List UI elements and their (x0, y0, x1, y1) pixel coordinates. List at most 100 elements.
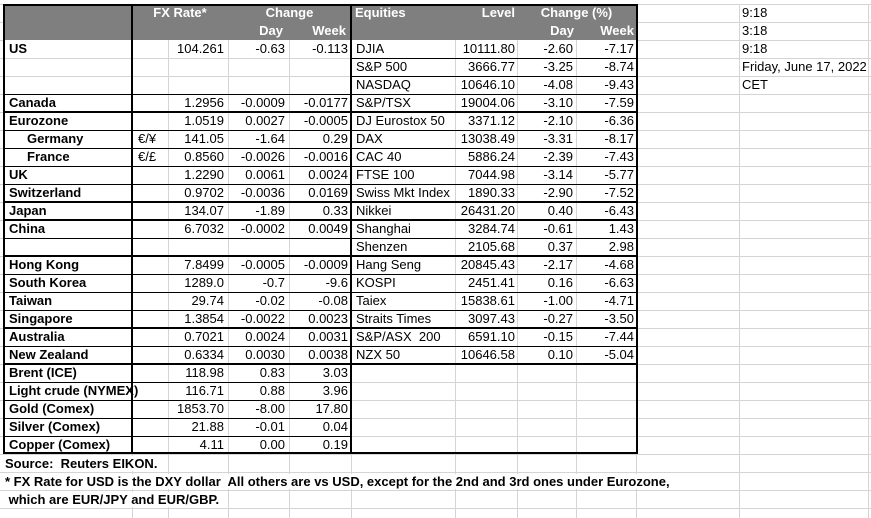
fx-day-change-cell[interactable]: -0.0026 (240, 149, 285, 164)
equity-index-label[interactable]: FTSE 100 (356, 167, 415, 182)
fx-week-change-cell[interactable]: -9.6 (325, 275, 348, 290)
equity-day-change-cell[interactable] (517, 436, 576, 454)
equity-index-label[interactable]: DAX (356, 131, 383, 146)
fx-day-change-cell[interactable]: 0.0027 (245, 113, 285, 128)
equity-week-change-cell[interactable]: -7.52 (604, 185, 634, 200)
fx-rate-cell[interactable]: 116.71 (185, 383, 224, 398)
fx-row-label[interactable]: Gold (Comex) (9, 401, 95, 416)
fx-currency-pair-marker[interactable] (136, 184, 166, 202)
equity-week-change-cell[interactable] (576, 364, 636, 382)
fx-week-change-cell[interactable]: 0.0024 (308, 167, 348, 182)
fx-week-change-cell[interactable]: 0.0023 (308, 311, 348, 326)
fx-row-label[interactable]: Light crude (NYMEX) (9, 383, 139, 398)
equity-index-label[interactable]: Swiss Mkt Index (356, 185, 450, 200)
equity-level-cell[interactable]: 5886.24 (468, 149, 515, 164)
fx-week-change-cell[interactable] (289, 58, 351, 76)
fx-day-change-cell[interactable]: -1.89 (255, 203, 285, 218)
fx-row-label[interactable]: Hong Kong (9, 257, 80, 272)
fx-rate-cell[interactable]: 1.2956 (184, 95, 224, 110)
fx-row-label[interactable]: Copper (Comex) (9, 437, 111, 452)
fx-row-label[interactable]: China (9, 221, 46, 236)
fx-week-change-cell[interactable]: 0.29 (322, 131, 348, 146)
fx-week-change-cell[interactable]: 0.19 (322, 437, 348, 452)
fx-week-change-cell[interactable]: 17.80 (315, 401, 348, 416)
equity-index-label[interactable] (352, 436, 454, 454)
equity-level-cell[interactable]: 13038.49 (460, 131, 515, 146)
fx-rate-cell[interactable]: 0.7021 (184, 329, 224, 344)
equity-day-change-cell[interactable] (517, 382, 576, 400)
fx-row-label[interactable]: UK (9, 167, 28, 182)
fx-currency-pair-marker[interactable]: €/£ (138, 149, 157, 164)
equity-week-change-cell[interactable]: -7.43 (604, 149, 634, 164)
fx-rate-cell[interactable]: 6.7032 (184, 221, 224, 236)
fx-currency-pair-marker[interactable] (136, 94, 166, 112)
time-cell-3[interactable]: 9:18 (742, 41, 768, 57)
equity-index-label[interactable]: CAC 40 (356, 149, 402, 164)
fx-row-label[interactable] (6, 238, 130, 256)
equity-week-change-cell[interactable]: -8.74 (604, 59, 634, 74)
fx-row-label[interactable]: Canada (9, 95, 56, 110)
equity-level-cell[interactable]: 3666.77 (468, 59, 515, 74)
fx-day-change-cell[interactable]: -0.0022 (240, 311, 285, 326)
equity-week-change-cell[interactable]: -4.68 (604, 257, 634, 272)
fx-footnote-line1[interactable]: * FX Rate for USD is the DXY dollar All … (5, 474, 673, 489)
equity-day-change-cell[interactable]: -2.60 (543, 41, 573, 56)
fx-day-change-cell[interactable]: -0.0002 (240, 221, 285, 236)
fx-rate-cell[interactable]: 134.07 (184, 203, 224, 218)
fx-day-change-cell[interactable]: -1.64 (255, 131, 285, 146)
fx-currency-pair-marker[interactable] (136, 436, 166, 454)
equity-level-cell[interactable]: 3371.12 (468, 113, 515, 128)
equity-day-change-cell[interactable]: 0.10 (547, 347, 573, 362)
equity-day-change-cell[interactable]: -0.61 (543, 221, 573, 236)
equity-day-change-cell[interactable]: -3.25 (543, 59, 573, 74)
fx-week-change-cell[interactable]: -0.0005 (303, 113, 348, 128)
fx-week-change-cell[interactable]: 3.03 (322, 365, 348, 380)
equity-day-change-cell[interactable]: -3.31 (543, 131, 573, 146)
equity-level-cell[interactable]: 3284.74 (468, 221, 515, 236)
equity-day-change-cell[interactable]: 0.40 (547, 203, 573, 218)
equity-week-change-cell[interactable]: -9.43 (604, 77, 634, 92)
equity-level-cell[interactable] (455, 400, 517, 418)
fx-rate-cell[interactable]: 1853.70 (177, 401, 224, 416)
fx-week-change-cell[interactable] (289, 76, 351, 94)
equity-level-cell[interactable] (455, 364, 517, 382)
equity-index-label[interactable] (352, 382, 454, 400)
equity-level-cell[interactable]: 26431.20 (460, 203, 515, 218)
fx-currency-pair-marker[interactable] (136, 202, 166, 220)
fx-rate-cell[interactable]: 7.8499 (184, 257, 224, 272)
fx-day-change-cell[interactable]: -0.0009 (240, 95, 285, 110)
timezone-cell[interactable]: CET (742, 77, 768, 93)
fx-day-change-cell[interactable]: -8.00 (255, 401, 285, 416)
fx-header-week[interactable]: Week (312, 23, 346, 38)
equity-index-label[interactable]: Shenzen (356, 239, 408, 254)
fx-day-change-cell[interactable]: -0.0005 (240, 257, 285, 272)
fx-day-change-cell[interactable]: 0.0024 (245, 329, 285, 344)
equity-level-cell[interactable]: 6591.10 (468, 329, 515, 344)
fx-day-change-cell[interactable] (228, 76, 289, 94)
equity-week-change-cell[interactable]: -4.71 (604, 293, 634, 308)
fx-week-change-cell[interactable]: -0.0177 (303, 95, 348, 110)
fx-week-change-cell[interactable] (289, 238, 351, 256)
fx-week-change-cell[interactable]: 0.33 (322, 203, 348, 218)
fx-rate-cell[interactable]: 0.8560 (184, 149, 224, 164)
fx-currency-pair-marker[interactable] (136, 328, 166, 346)
equity-index-label[interactable]: Straits Times (356, 311, 432, 326)
fx-week-change-cell[interactable]: 3.96 (322, 383, 348, 398)
fx-row-label[interactable]: US (9, 41, 28, 56)
fx-rate-cell[interactable]: 1.2290 (184, 167, 224, 182)
fx-week-change-cell[interactable]: 0.0038 (308, 347, 348, 362)
fx-currency-pair-marker[interactable] (136, 382, 166, 400)
fx-currency-pair-marker[interactable] (136, 112, 166, 130)
fx-week-change-cell[interactable]: 0.0169 (308, 185, 348, 200)
equity-day-change-cell[interactable]: -0.27 (543, 311, 573, 326)
fx-week-change-cell[interactable]: 0.0049 (308, 221, 348, 236)
equity-level-cell[interactable] (455, 382, 517, 400)
fx-row-label[interactable]: Brent (ICE) (9, 365, 77, 380)
equity-index-label[interactable]: S&P/TSX (356, 95, 411, 110)
fx-currency-pair-marker[interactable] (136, 256, 166, 274)
equity-level-cell[interactable]: 20845.43 (460, 257, 515, 272)
equity-week-change-cell[interactable]: -7.44 (604, 329, 634, 344)
equity-day-change-cell[interactable]: -4.08 (543, 77, 573, 92)
fx-header-change[interactable]: Change (265, 5, 314, 20)
equity-week-change-cell[interactable] (576, 400, 636, 418)
